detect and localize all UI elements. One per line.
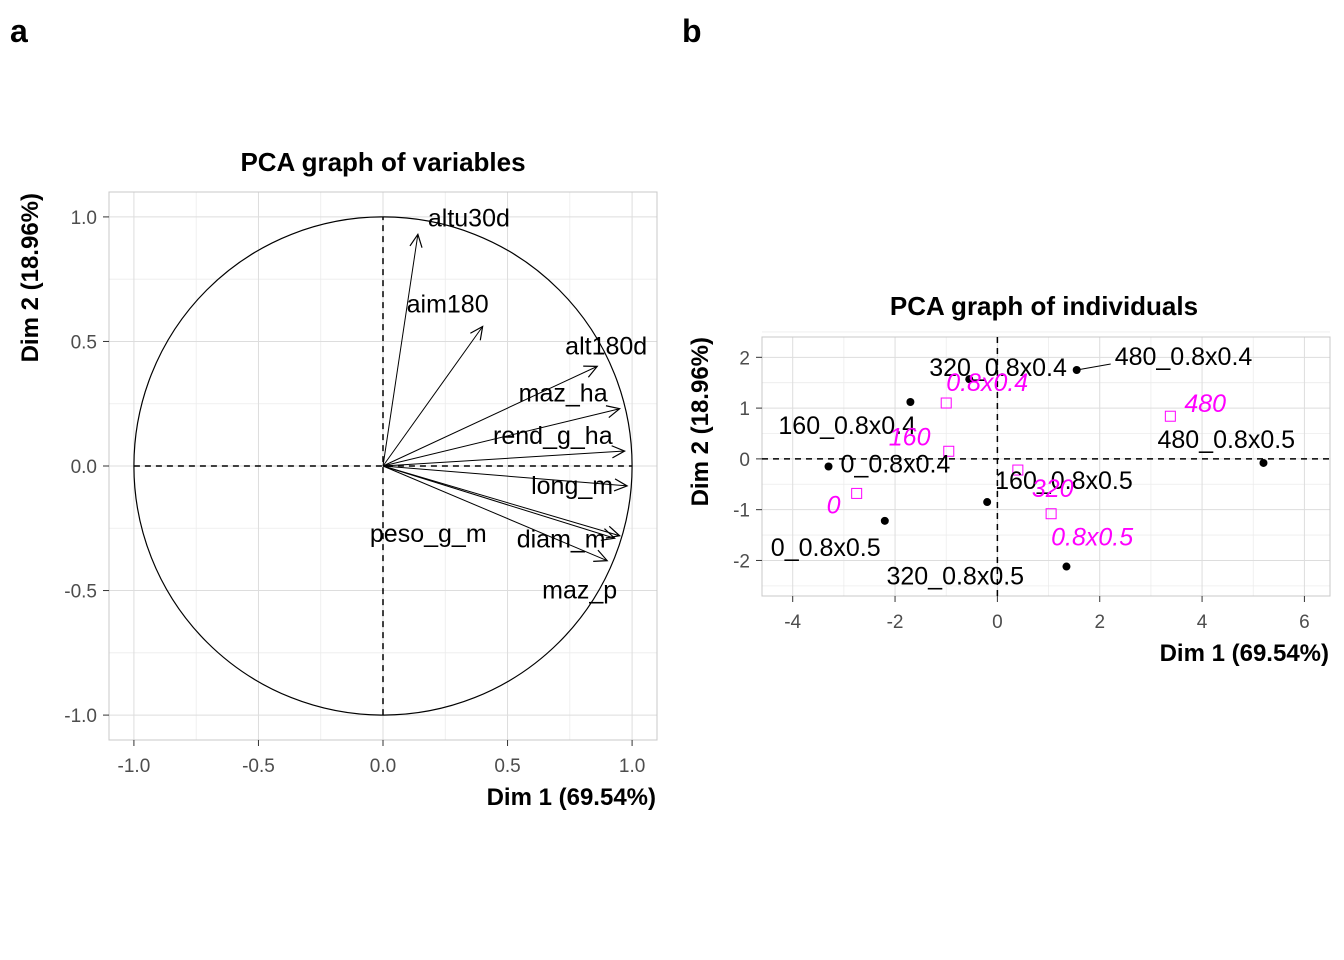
panel-letter-a: a: [10, 13, 28, 49]
individual-label: 320_0.8x0.4: [929, 354, 1067, 382]
y-tick-label: 1: [739, 399, 750, 420]
y-tick-label: -1: [733, 501, 750, 522]
individual-point: [880, 516, 889, 525]
category-point: [940, 397, 952, 409]
x-tick-label: 2: [1094, 612, 1105, 633]
individual-label: 0_0.8x0.5: [771, 534, 881, 562]
y-tick-label: 1.0: [71, 208, 97, 229]
y-tick-label: -2: [733, 551, 750, 572]
panel-letter-b: b: [682, 13, 702, 49]
y-tick-label: 0.5: [71, 332, 97, 353]
category-label: 160: [889, 423, 931, 451]
variable-arrow-head: [593, 549, 609, 562]
variable-label: maz_p: [542, 577, 617, 605]
variable-arrow-head: [611, 445, 626, 459]
label-leader-line: [1076, 363, 1111, 371]
category-label: 480: [1184, 390, 1226, 418]
variable-label: maz_ha: [519, 380, 608, 408]
pca-individuals-chart: PCA graph of individuals -4 -2 0 2 4 6 -2 -1 0 1 2…: [687, 291, 1331, 667]
category-label: 0.8x0.4: [946, 369, 1028, 397]
x-tick-label: -4: [784, 612, 801, 633]
individual-label: 160_0.8x0.5: [995, 467, 1133, 495]
variable-label: long_m: [531, 472, 613, 500]
x-tick-label: -2: [887, 612, 904, 633]
x-tick-label: -0.5: [242, 756, 275, 777]
variables-axes: -1.0 -0.5 0.0 0.5 1.0 -1.0 -0.5 0.0 0.5 1.0: [64, 191, 658, 777]
individuals-y-axis-title: Dim 2 (18.96%): [687, 337, 714, 506]
variable-arrow: [382, 465, 615, 539]
variable-arrow: [382, 234, 419, 467]
individual-label: 320_0.8x0.5: [886, 563, 1024, 591]
individuals-axes: -4 -2 0 2 4 6 -2 -1 0 1 2: [733, 336, 1331, 633]
x-tick-label: 0.0: [370, 756, 396, 777]
plot-border: [761, 336, 1331, 597]
individual-point: [965, 375, 974, 384]
variable-label: alt180d: [565, 332, 647, 360]
individual-point: [1259, 458, 1268, 467]
category-point: [851, 487, 863, 499]
individual-point: [906, 398, 915, 407]
individual-point: [983, 498, 992, 507]
variable-arrow-head: [583, 365, 599, 378]
variable-label: altu30d: [428, 204, 510, 232]
individual-label: 480_0.8x0.5: [1157, 426, 1295, 454]
variable-label: diam_m: [517, 526, 606, 554]
category-point: [1045, 508, 1057, 520]
variables-marks: altu30d aim180 alt180d maz_ha rend_g_ha long_…: [133, 204, 647, 716]
pca-variables-chart: PCA graph of variables -1.0 -0.5 0.0 0.5 1.0…: [17, 147, 658, 811]
category-point: [1012, 464, 1024, 476]
category-label: 320: [1032, 475, 1074, 503]
variable-arrow: [382, 465, 620, 537]
variable-label: peso_g_m: [370, 520, 487, 548]
variable-arrow-head: [613, 478, 629, 492]
variable-arrow-head: [605, 525, 621, 539]
individual-point: [824, 462, 833, 471]
individuals-chart-title: PCA graph of individuals: [890, 291, 1198, 321]
individuals-x-axis-title: Dim 1 (69.54%): [1160, 640, 1329, 667]
x-tick-label: 1.0: [619, 756, 645, 777]
individuals-grid: [762, 331, 1330, 596]
variable-arrow: [382, 365, 598, 467]
y-tick-label: 2: [739, 348, 750, 369]
x-tick-label: 0.5: [494, 756, 520, 777]
individual-label: 0_0.8x0.4: [841, 451, 951, 479]
y-tick-label: 0: [739, 450, 750, 471]
x-tick-label: 6: [1299, 612, 1310, 633]
variable-arrow-head: [470, 325, 484, 341]
variable-arrow: [382, 465, 608, 562]
x-tick-label: 0: [992, 612, 1003, 633]
variable-label: aim180: [407, 291, 489, 319]
variables-x-axis-title: Dim 1 (69.54%): [487, 784, 656, 811]
y-tick-label: -1.0: [64, 706, 97, 727]
variable-arrow: [382, 465, 628, 487]
individuals-marks: 320_0.8x0.4 480_0.8x0.4 160_0.8x0.4 480_0.8…: [762, 337, 1330, 596]
variable-arrow-head: [605, 405, 621, 419]
category-label: 0: [827, 491, 841, 519]
variable-label: rend_g_ha: [493, 422, 613, 450]
variable-arrow: [382, 326, 484, 467]
y-tick-label: 0.0: [71, 457, 97, 478]
individual-point: [1062, 562, 1071, 571]
variable-arrow-head: [409, 232, 423, 248]
variable-arrow: [382, 450, 625, 467]
variables-chart-title: PCA graph of variables: [240, 147, 525, 177]
y-tick-label: -0.5: [64, 582, 97, 603]
x-tick-label: 4: [1197, 612, 1208, 633]
category-point: [943, 445, 955, 457]
individual-label: 160_0.8x0.4: [778, 412, 916, 440]
x-tick-label: -1.0: [118, 756, 151, 777]
category-point: [1164, 410, 1176, 422]
variable-arrow: [382, 408, 620, 467]
individual-label: 480_0.8x0.4: [1115, 343, 1253, 371]
individual-point: [1072, 366, 1081, 375]
variables-y-axis-title: Dim 2 (18.96%): [17, 193, 44, 362]
category-label: 0.8x0.5: [1051, 524, 1133, 552]
